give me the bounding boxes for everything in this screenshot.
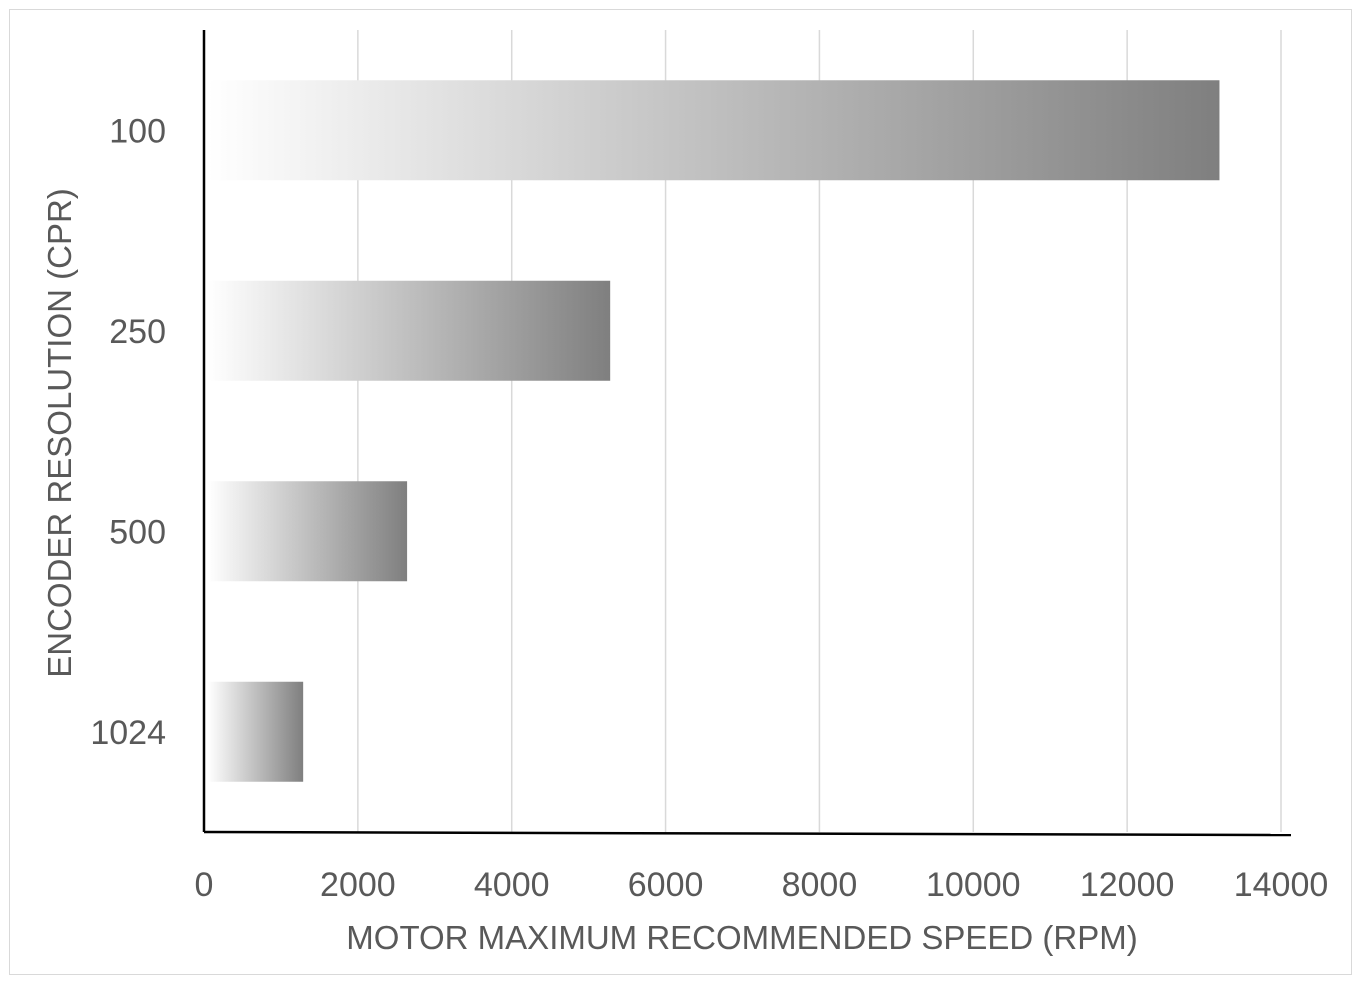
x-tick-label-8000: 8000 [782, 866, 858, 904]
bar-250 [208, 280, 611, 381]
y-tick-label-500: 500 [109, 513, 166, 551]
y-tick-label-100: 100 [109, 112, 166, 150]
x-tick-label-6000: 6000 [628, 866, 704, 904]
x-tick-label-12000: 12000 [1080, 866, 1175, 904]
bar-1024 [208, 681, 304, 782]
x-tick-label-4000: 4000 [474, 866, 550, 904]
y-tick-label-250: 250 [109, 313, 166, 351]
x-tick-label-2000: 2000 [320, 866, 396, 904]
x-axis-line [203, 830, 1292, 837]
y-tick-label-1024: 1024 [90, 714, 166, 752]
x-tick-label-14000: 14000 [1234, 866, 1329, 904]
x-tick-label-0: 0 [195, 866, 214, 904]
bar-500 [208, 481, 408, 582]
y-axis-title: ENCODER RESOLUTION (CPR) [41, 188, 78, 678]
axes [202, 30, 1292, 837]
bars [208, 80, 1220, 782]
x-tick-label-10000: 10000 [926, 866, 1021, 904]
x-axis-title: MOTOR MAXIMUM RECOMMENDED SPEED (RPM) [346, 919, 1137, 956]
labels: MOTOR MAXIMUM RECOMMENDED SPEED (RPM) EN… [41, 112, 1328, 956]
bar-100 [208, 80, 1220, 181]
